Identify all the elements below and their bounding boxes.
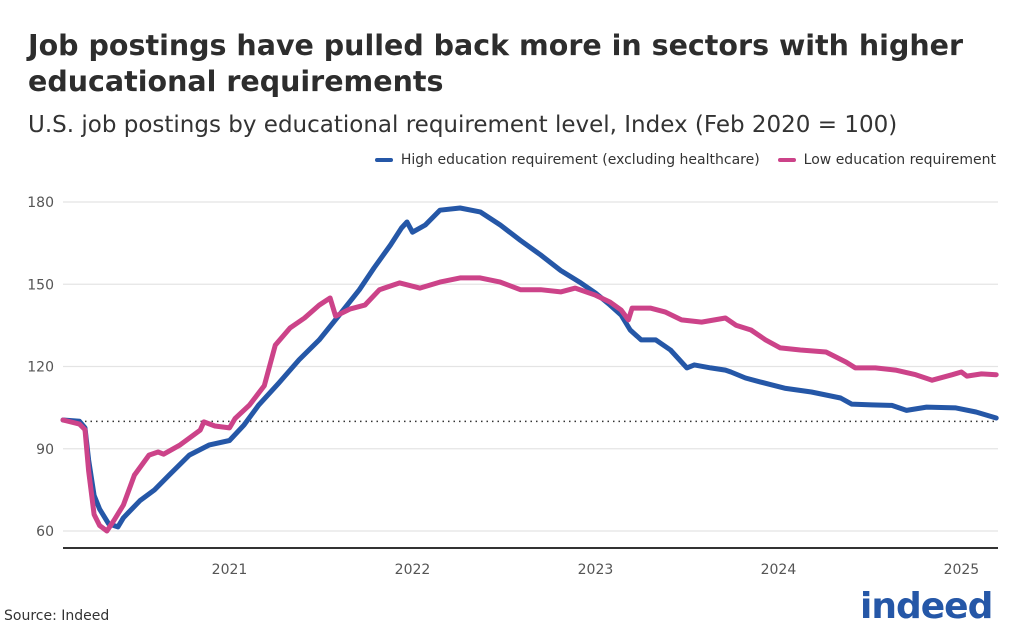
y-tick-label: 120 [27,360,54,376]
chart-subtitle: U.S. job postings by educational require… [28,112,898,138]
x-tick-label: 2021 [212,562,248,578]
legend-swatch-high [374,158,393,162]
y-tick-label: 90 [36,442,54,458]
y-tick-label: 180 [27,195,54,211]
legend-item-low: Low education requirement [777,152,996,168]
legend-label-high: High education requirement (excluding he… [400,152,760,168]
x-tick-label: 2025 [944,562,980,578]
indeed-logo: indeed [860,586,993,627]
chart-title: Job postings have pulled back more in se… [28,29,964,98]
y-tick-label: 60 [36,524,54,540]
x-tick-label: 2023 [578,562,614,578]
source-note: Source: Indeed [4,608,110,624]
series-line-low [60,275,999,534]
legend-label-low: Low education requirement [803,152,996,168]
y-tick-label: 150 [27,277,54,293]
legend-item-high: High education requirement (excluding he… [374,152,760,168]
legend-swatch-low [777,158,796,162]
series-line-high [60,205,999,530]
x-tick-label: 2024 [761,562,797,578]
legend: High education requirement (excluding he… [374,152,996,168]
x-tick-label: 2022 [395,562,431,578]
